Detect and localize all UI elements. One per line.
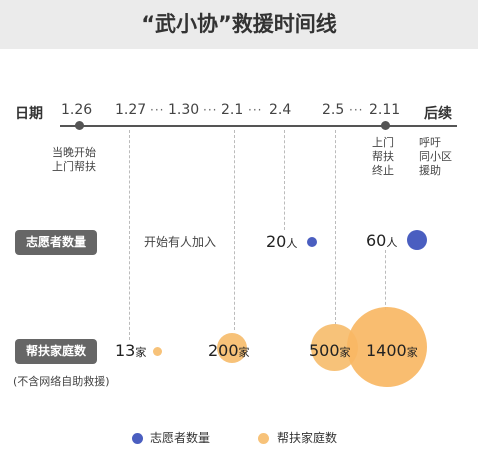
timeline-marker [75,121,84,130]
volunteers-feb11-value: 60人 [366,231,398,250]
date-label: 2.4 [269,102,292,118]
page-title: “武小协”救援时间线 [141,12,337,36]
note-later: 呼吁 同小区 援助 [419,136,452,177]
ellipsis: ··· [203,103,218,117]
households-bubble [153,347,162,356]
header-bar [0,0,478,49]
guide-line [129,130,130,340]
ellipsis: ··· [248,103,263,117]
ellipsis: ··· [349,103,364,117]
legend-volunteers-label: 志愿者数量 [150,431,211,445]
axis-label-date: 日期 [15,106,43,122]
households-jan27-value: 13家 [115,341,147,360]
date-label: 1.26 [61,102,93,118]
households-bubble [217,333,247,363]
households-bubble [347,307,427,387]
guide-line [335,130,336,325]
guide-line [234,130,235,330]
households-feb5-value: 500家 [309,341,351,360]
date-label: 1.30 [168,102,200,118]
volunteers-feb4-value: 20人 [266,232,298,251]
note-feb11: 上门 帮扶 终止 [372,136,394,177]
legend-households-swatch [258,433,269,444]
date-label: 1.27 [115,102,147,118]
axis-end-label: 后续 [424,106,452,122]
guide-line [284,130,285,230]
volunteers-start-text: 开始有人加入 [144,235,217,249]
date-label: 2.1 [221,102,244,118]
volunteers-bubble [407,230,427,250]
timeline-axis [60,125,457,127]
guide-line [385,250,386,310]
households-feb1-value: 200家 [208,341,250,360]
timeline-marker [381,121,390,130]
legend-households-label: 帮扶家庭数 [277,431,338,445]
legend-volunteers-swatch [132,433,143,444]
volunteers-bubble [307,237,317,247]
date-label: 2.5 [322,102,345,118]
ellipsis: ··· [150,103,165,117]
note-jan26: 当晚开始 上门帮扶 [52,146,96,173]
row-label-volunteers: 志愿者数量 [15,230,98,255]
households-sublabel: (不含网络自助救援) [13,375,110,388]
households-feb11-value: 1400家 [366,341,418,360]
row-label-households: 帮扶家庭数 [15,339,98,364]
date-label: 2.11 [369,102,401,118]
